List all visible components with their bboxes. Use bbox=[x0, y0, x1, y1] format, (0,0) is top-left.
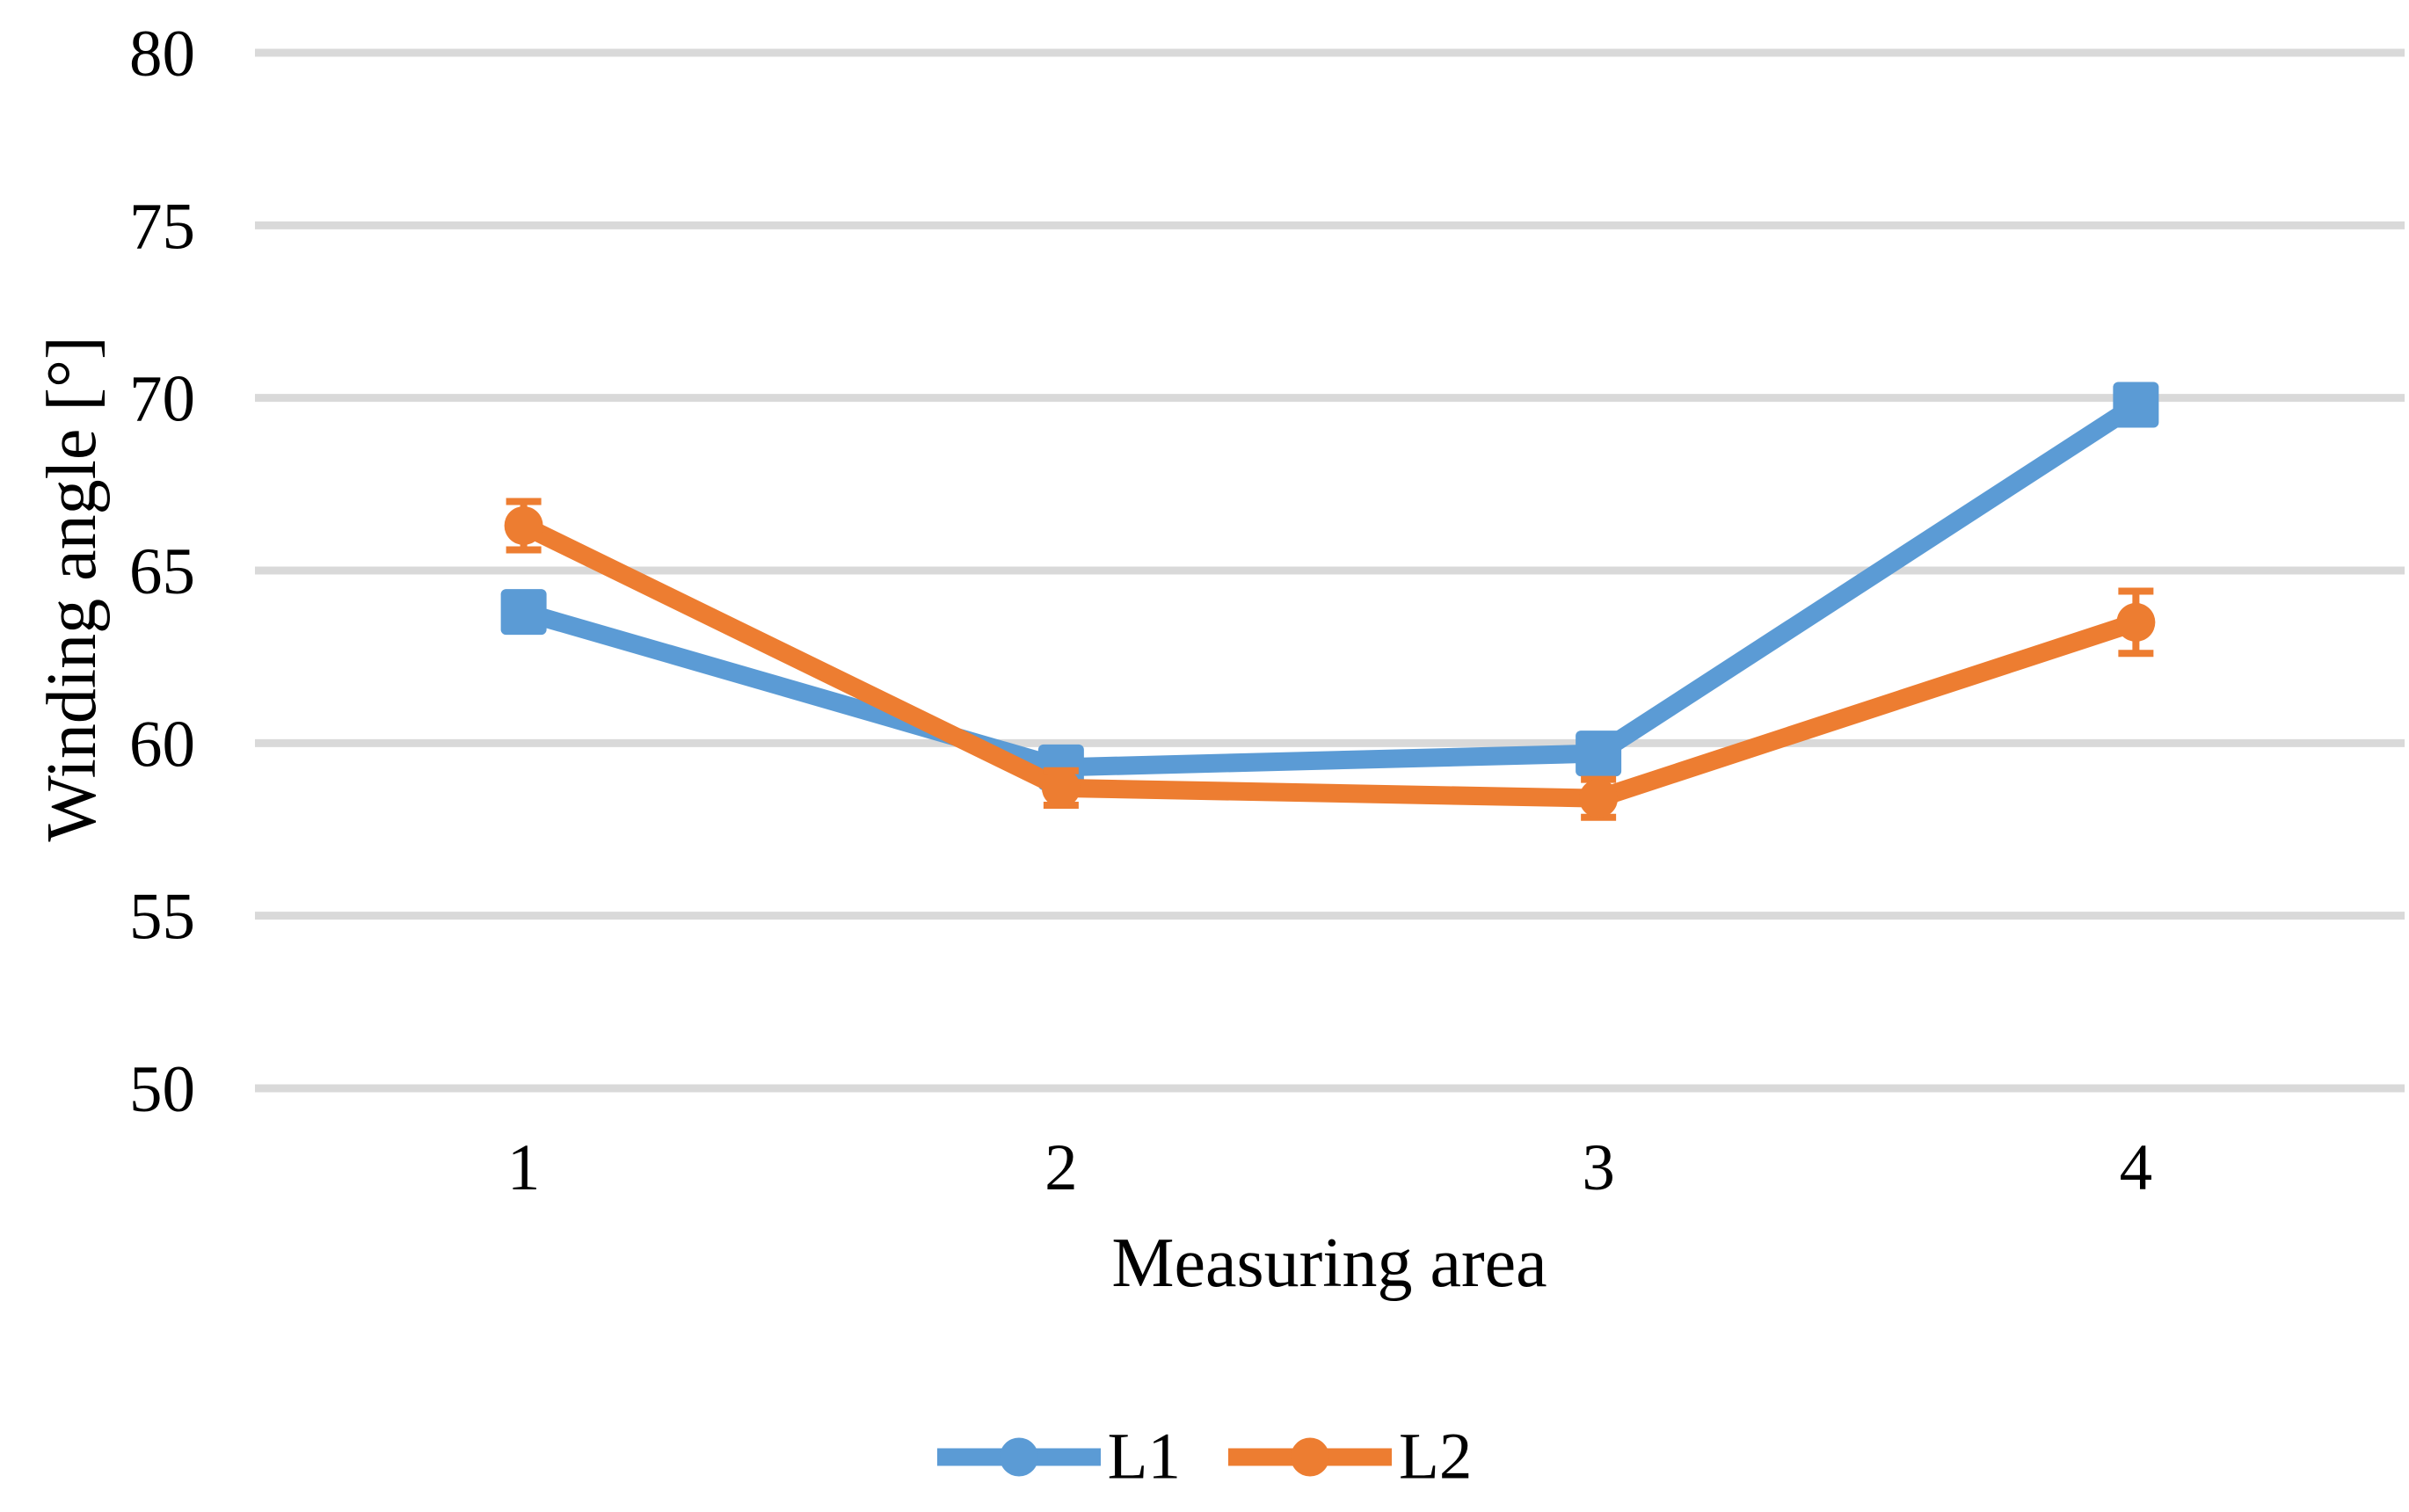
series-line-l2 bbox=[520, 517, 2139, 808]
y-axis-title: Winding angle [°] bbox=[33, 336, 111, 842]
y-tick-label-75: 75 bbox=[129, 190, 195, 263]
x-tick-label-1: 1 bbox=[507, 1131, 541, 1204]
legend-label-l1: L1 bbox=[1107, 1420, 1181, 1494]
x-tick-label-3: 3 bbox=[1582, 1131, 1615, 1204]
y-tick-label-50: 50 bbox=[129, 1053, 195, 1126]
legend-swatch-l1 bbox=[936, 1437, 1101, 1476]
legend-item-l1: L1 bbox=[936, 1420, 1181, 1494]
y-tick-label-70: 70 bbox=[129, 363, 195, 436]
marker-square-l1-3 bbox=[1576, 731, 1622, 777]
series-line-l1 bbox=[520, 396, 2142, 777]
legend: L1 L2 bbox=[0, 1424, 2409, 1490]
legend-swatch-l2 bbox=[1228, 1437, 1392, 1476]
y-tick-label-55: 55 bbox=[129, 881, 195, 954]
marker-circle-l2-1 bbox=[504, 505, 543, 545]
x-tick-label-4: 4 bbox=[2120, 1131, 2153, 1204]
legend-marker-circle-l1 bbox=[999, 1437, 1038, 1476]
legend-marker-circle-l2 bbox=[1291, 1437, 1329, 1476]
marker-circle-l2-4 bbox=[2116, 602, 2156, 642]
marker-circle-l2-2 bbox=[1041, 768, 1081, 808]
marker-circle-l2-3 bbox=[1579, 779, 1619, 818]
y-tick-label-60: 60 bbox=[129, 708, 195, 781]
legend-label-l2: L2 bbox=[1399, 1420, 1473, 1494]
marker-square-l1-1 bbox=[500, 589, 547, 636]
x-tick-label-2: 2 bbox=[1044, 1131, 1078, 1204]
y-tick-label-80: 80 bbox=[129, 18, 195, 91]
x-axis-title: Measuring area bbox=[1111, 1225, 1547, 1302]
y-tick-label-65: 65 bbox=[129, 535, 195, 608]
legend-item-l2: L2 bbox=[1228, 1424, 1472, 1490]
marker-square-l1-4 bbox=[2113, 382, 2159, 428]
